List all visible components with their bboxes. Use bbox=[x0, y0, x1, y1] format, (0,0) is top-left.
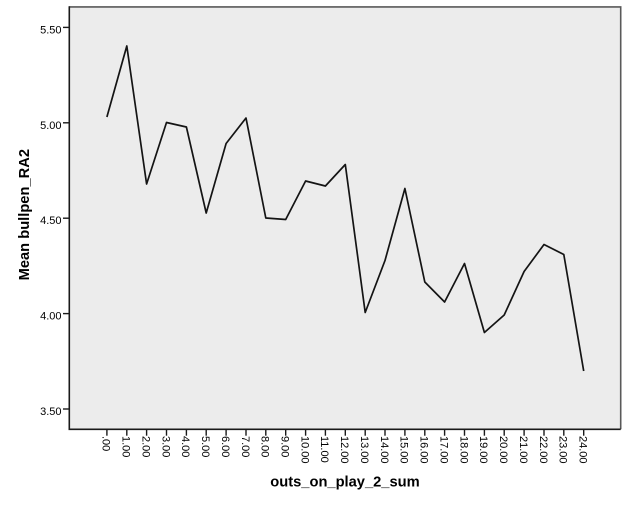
svg-text:5.00: 5.00 bbox=[199, 436, 211, 457]
svg-text:16.00: 16.00 bbox=[418, 436, 430, 464]
svg-text:outs_on_play_2_sum: outs_on_play_2_sum bbox=[270, 475, 419, 491]
svg-text:19.00: 19.00 bbox=[477, 436, 489, 464]
svg-text:10.00: 10.00 bbox=[298, 436, 310, 464]
svg-text:4.50: 4.50 bbox=[40, 215, 61, 227]
svg-text:23.00: 23.00 bbox=[557, 436, 569, 464]
svg-text:24.00: 24.00 bbox=[577, 436, 589, 464]
svg-text:8.00: 8.00 bbox=[259, 436, 271, 457]
svg-text:9.00: 9.00 bbox=[279, 436, 291, 457]
svg-text:12.00: 12.00 bbox=[338, 436, 350, 464]
svg-text:11.00: 11.00 bbox=[318, 436, 330, 463]
svg-text:5.00: 5.00 bbox=[40, 120, 61, 132]
svg-text:5.50: 5.50 bbox=[40, 24, 61, 36]
svg-text:.00: .00 bbox=[100, 436, 112, 451]
svg-text:2.00: 2.00 bbox=[139, 436, 151, 457]
svg-text:18.00: 18.00 bbox=[457, 436, 469, 464]
svg-text:15.00: 15.00 bbox=[398, 436, 410, 464]
svg-text:3.50: 3.50 bbox=[40, 406, 61, 418]
svg-text:21.00: 21.00 bbox=[517, 436, 529, 464]
svg-text:20.00: 20.00 bbox=[497, 436, 509, 464]
svg-text:13.00: 13.00 bbox=[358, 436, 370, 464]
svg-text:4.00: 4.00 bbox=[179, 436, 191, 457]
svg-text:7.00: 7.00 bbox=[239, 436, 251, 457]
svg-text:3.00: 3.00 bbox=[159, 436, 171, 457]
svg-text:Mean bullpen_RA2: Mean bullpen_RA2 bbox=[17, 149, 33, 280]
svg-text:6.00: 6.00 bbox=[219, 436, 231, 457]
svg-text:4.00: 4.00 bbox=[40, 311, 61, 323]
svg-text:14.00: 14.00 bbox=[378, 436, 390, 464]
svg-text:22.00: 22.00 bbox=[537, 436, 549, 464]
svg-text:17.00: 17.00 bbox=[437, 436, 449, 464]
svg-text:1.00: 1.00 bbox=[120, 436, 132, 457]
